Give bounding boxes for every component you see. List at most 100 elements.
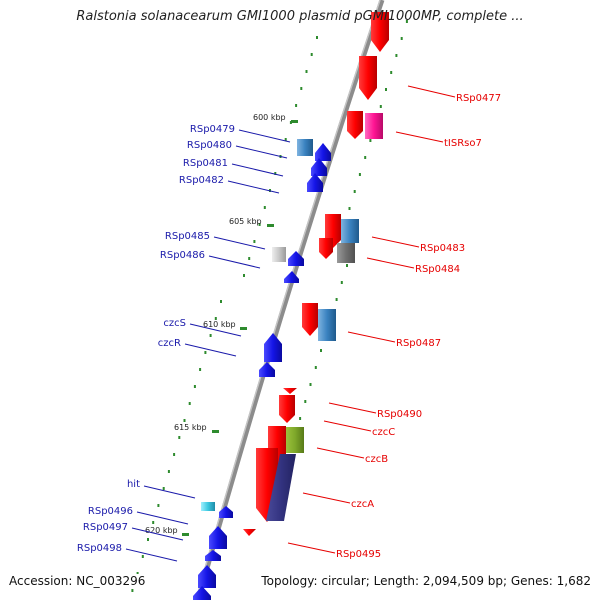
gc-skew-dot bbox=[405, 20, 408, 23]
gene-arrow-rsp0485[interactable] bbox=[288, 251, 304, 266]
gene-label-rsp0496[interactable]: RSp0496 bbox=[88, 506, 133, 517]
label-leader bbox=[213, 236, 266, 250]
gc-skew-dot bbox=[289, 121, 292, 124]
gene-arrow-rsp0482[interactable] bbox=[307, 173, 323, 192]
gc-skew-dot bbox=[152, 521, 155, 524]
gc-skew-dot bbox=[379, 105, 382, 108]
gene-arrow-rsp0478[interactable] bbox=[347, 111, 363, 139]
gene-label-rsp0487[interactable]: RSp0487 bbox=[396, 338, 441, 349]
gc-skew-dot bbox=[274, 172, 277, 175]
gc-skew-dot bbox=[258, 223, 261, 226]
gc-skew-dot bbox=[320, 349, 322, 352]
gene-label-rsp0479[interactable]: RSp0479 bbox=[190, 124, 235, 135]
gene-block-tisrso7[interactable] bbox=[365, 113, 383, 139]
tick-605: 605 kbp bbox=[229, 217, 274, 227]
gc-skew-dot bbox=[193, 385, 196, 388]
gene-label-rsp0485[interactable]: RSp0485 bbox=[165, 231, 210, 242]
gene-arrow-czcs[interactable] bbox=[264, 333, 282, 362]
gene-arrow-rsp0487-a[interactable] bbox=[302, 303, 318, 336]
gene-block-rsp0479[interactable] bbox=[297, 139, 313, 156]
gc-skew-dot bbox=[358, 173, 361, 176]
tick-label: 620 kbp bbox=[145, 526, 178, 535]
gc-skew-dot bbox=[178, 436, 181, 439]
gene-block-hit[interactable] bbox=[201, 502, 215, 511]
gene-block-rsp0483[interactable] bbox=[341, 219, 359, 243]
gene-label-rsp0481[interactable]: RSp0481 bbox=[183, 158, 228, 169]
gene-arrow-rsp0496[interactable] bbox=[219, 506, 233, 518]
gene-label-hit[interactable]: hit bbox=[127, 479, 140, 490]
label-leader bbox=[231, 163, 284, 177]
gc-skew-dot bbox=[314, 366, 317, 369]
gc-skew-dot bbox=[310, 53, 313, 56]
tick-label: 605 kbp bbox=[229, 217, 262, 226]
label-leader bbox=[287, 542, 336, 554]
tick-mark bbox=[291, 120, 298, 123]
gene-label-rsp0484[interactable]: RSp0484 bbox=[415, 264, 460, 275]
gene-label-tisrso7[interactable]: tISRso7 bbox=[444, 138, 482, 149]
gene-block-rsp0484[interactable] bbox=[337, 243, 355, 263]
gc-skew-dot bbox=[395, 54, 398, 57]
gene-block-rsp0487[interactable] bbox=[318, 309, 336, 341]
gene-label-rsp0486[interactable]: RSp0486 bbox=[160, 250, 205, 261]
tick-mark bbox=[182, 533, 189, 536]
gc-skew-dot bbox=[253, 240, 256, 243]
gc-skew-dot bbox=[199, 368, 202, 371]
gene-arrow-czcr[interactable] bbox=[259, 362, 275, 377]
gene-label-rsp0498[interactable]: RSp0498 bbox=[77, 543, 122, 554]
gene-arrow-rsp0481[interactable] bbox=[311, 158, 327, 176]
gene-label-rsp0483[interactable]: RSp0483 bbox=[420, 243, 465, 254]
gene-arrow-czcc[interactable] bbox=[279, 395, 295, 423]
gc-skew-dot bbox=[141, 555, 144, 558]
gene-arrow-bottom-2[interactable] bbox=[193, 586, 211, 600]
gc-skew-dot bbox=[284, 138, 287, 141]
gc-skew-dot bbox=[173, 453, 176, 456]
tick-label: 600 kbp bbox=[253, 113, 286, 122]
gene-label-rsp0482[interactable]: RSp0482 bbox=[179, 175, 224, 186]
gene-label-rsp0480[interactable]: RSp0480 bbox=[187, 140, 232, 151]
gc-skew-dot bbox=[147, 538, 149, 541]
gc-skew-dot bbox=[136, 572, 139, 575]
gene-label-czcs[interactable]: czcS bbox=[163, 318, 186, 329]
gene-block-czcb[interactable] bbox=[286, 427, 304, 453]
gene-label-rsp0490[interactable]: RSp0490 bbox=[377, 409, 422, 420]
gc-skew-dot bbox=[295, 104, 298, 107]
gc-skew-dot bbox=[299, 417, 302, 420]
label-leader bbox=[328, 402, 377, 414]
accession-label: Accession: NC_003296 bbox=[9, 574, 146, 588]
gene-arrow-rsp0480[interactable] bbox=[315, 143, 331, 161]
gene-label-czcb[interactable]: czcB bbox=[365, 454, 388, 465]
gene-label-rsp0497[interactable]: RSp0497 bbox=[83, 522, 128, 533]
gc-skew-dot bbox=[204, 351, 207, 354]
gc-skew-dot bbox=[335, 298, 338, 301]
tick-label: 615 kbp bbox=[174, 423, 207, 432]
gene-block-czca[interactable] bbox=[266, 454, 296, 521]
gene-label-czcc[interactable]: czcC bbox=[372, 427, 395, 438]
gene-arrow-bottom-1[interactable] bbox=[198, 565, 216, 588]
gene-arrow-rsp0497[interactable] bbox=[209, 526, 227, 549]
gene-label-czcr[interactable]: czcR bbox=[158, 338, 181, 349]
tick-600: 600 kbp bbox=[253, 113, 298, 123]
gene-arrow-rsp0495[interactable] bbox=[243, 529, 256, 536]
gene-arrow-rsp0490[interactable] bbox=[283, 388, 297, 394]
gene-label-czca[interactable]: czcA bbox=[351, 499, 374, 510]
label-leader bbox=[302, 492, 351, 504]
gene-arrow-rsp0483-b[interactable] bbox=[319, 238, 333, 259]
gene-label-rsp0495[interactable]: RSp0495 bbox=[336, 549, 381, 560]
label-leader bbox=[208, 255, 261, 269]
label-leader bbox=[131, 527, 184, 541]
gene-arrow-rsp0477[interactable] bbox=[359, 56, 377, 100]
gene-arrow-rsp0498[interactable] bbox=[205, 550, 221, 561]
gc-skew-dot bbox=[309, 383, 312, 386]
gene-arrow-top[interactable] bbox=[371, 12, 389, 52]
gc-skew-dot bbox=[390, 71, 393, 74]
gc-skew-dot bbox=[348, 207, 351, 210]
tick-615: 615 kbp bbox=[174, 423, 219, 433]
tick-label: 610 kbp bbox=[203, 320, 236, 329]
gene-arrow-rsp0486[interactable] bbox=[284, 271, 299, 283]
gene-label-rsp0477[interactable]: RSp0477 bbox=[456, 93, 501, 104]
label-leader bbox=[347, 331, 396, 343]
gc-skew-dot bbox=[167, 470, 170, 473]
gc-skew-dot bbox=[316, 36, 318, 39]
gene-block-rsp0485-light[interactable] bbox=[272, 247, 286, 262]
gc-skew-dot bbox=[157, 504, 160, 507]
